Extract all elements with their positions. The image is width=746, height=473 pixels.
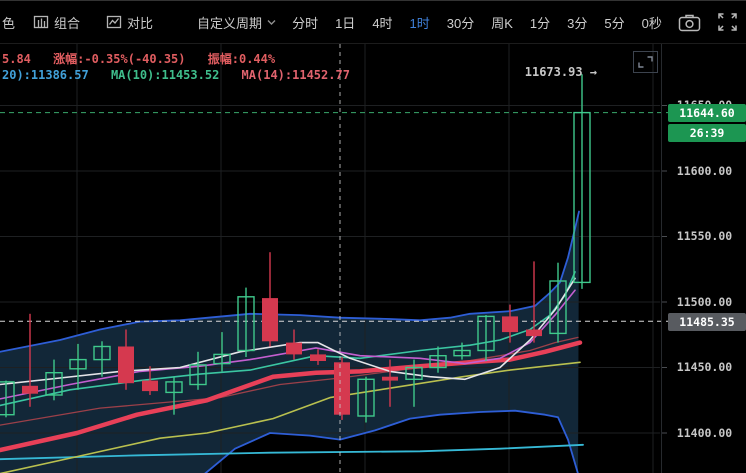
period-tab-5m[interactable]: 5分 — [604, 15, 625, 31]
axis-label-11550: 11550.00 — [676, 229, 733, 243]
panels-icon — [33, 14, 49, 30]
amplitude: 振幅:0.44% — [207, 52, 276, 66]
restore-icon — [638, 56, 653, 68]
ma20-value: 20):11386.57 — [2, 68, 89, 82]
combo-label: 组合 — [54, 15, 81, 31]
combo-button[interactable]: 组合 — [33, 13, 80, 32]
restore-chart-button[interactable] — [633, 51, 658, 73]
price-stats-legend: 5.84 涨幅:-0.35%(-40.35) 振幅:0.44% — [2, 50, 290, 67]
custom-period-label: 自定义周期 — [197, 15, 263, 31]
toolbar: 色 组合 对比 自定义周期 — [0, 0, 746, 44]
period-tab-4h[interactable]: 4时 — [372, 15, 393, 31]
color-menu-label[interactable]: 色 — [2, 15, 16, 31]
compare-button[interactable]: 对比 — [106, 13, 153, 32]
session-high-label: 11673.93 → — [524, 65, 597, 79]
price-value-cut: 5.84 — [2, 52, 31, 66]
period-tab-3m[interactable]: 3分 — [567, 15, 588, 31]
custom-period-dropdown[interactable]: 自定义周期 — [197, 13, 276, 32]
screenshot-button[interactable] — [678, 13, 701, 32]
compare-icon — [106, 14, 122, 30]
camera-icon — [678, 13, 701, 32]
ma14-value: MA(14):11452.77 — [241, 68, 350, 82]
crosshair-price-badge: 11485.35 — [668, 313, 746, 331]
ma-legend: 20):11386.57 MA(10):11453.52 MA(14):1145… — [2, 68, 365, 82]
axis-label-11500: 11500.00 — [676, 295, 733, 309]
axis-label-11600: 11600.00 — [676, 164, 733, 178]
expand-icon — [717, 12, 738, 32]
chevron-down-icon — [267, 19, 276, 26]
fullscreen-button[interactable] — [717, 12, 738, 32]
axis-label-11400: 11400.00 — [676, 426, 733, 440]
axis-label-11450: 11450.00 — [676, 360, 733, 374]
period-tab-1d[interactable]: 1日 — [335, 15, 356, 31]
compare-label: 对比 — [127, 15, 154, 31]
period-tab-1m[interactable]: 1分 — [529, 15, 551, 31]
refresh-countdown: 0秒 — [641, 15, 662, 31]
change-percent: 涨幅:-0.35%(-40.35) — [53, 52, 186, 66]
period-tab-fenshi[interactable]: 分时 — [292, 15, 319, 31]
last-price-badge: 11644.60 — [668, 104, 746, 122]
period-tab-1h-active[interactable]: 1时 — [409, 15, 430, 31]
candle-countdown-badge: 26:39 — [668, 124, 746, 142]
ma10-value: MA(10):11453.52 — [110, 68, 220, 82]
period-tab-30m[interactable]: 30分 — [446, 15, 475, 31]
price-axis[interactable]: 11650.00 11600.00 11550.00 11500.00 1145… — [661, 44, 746, 473]
period-tab-1w[interactable]: 周K — [491, 15, 513, 31]
